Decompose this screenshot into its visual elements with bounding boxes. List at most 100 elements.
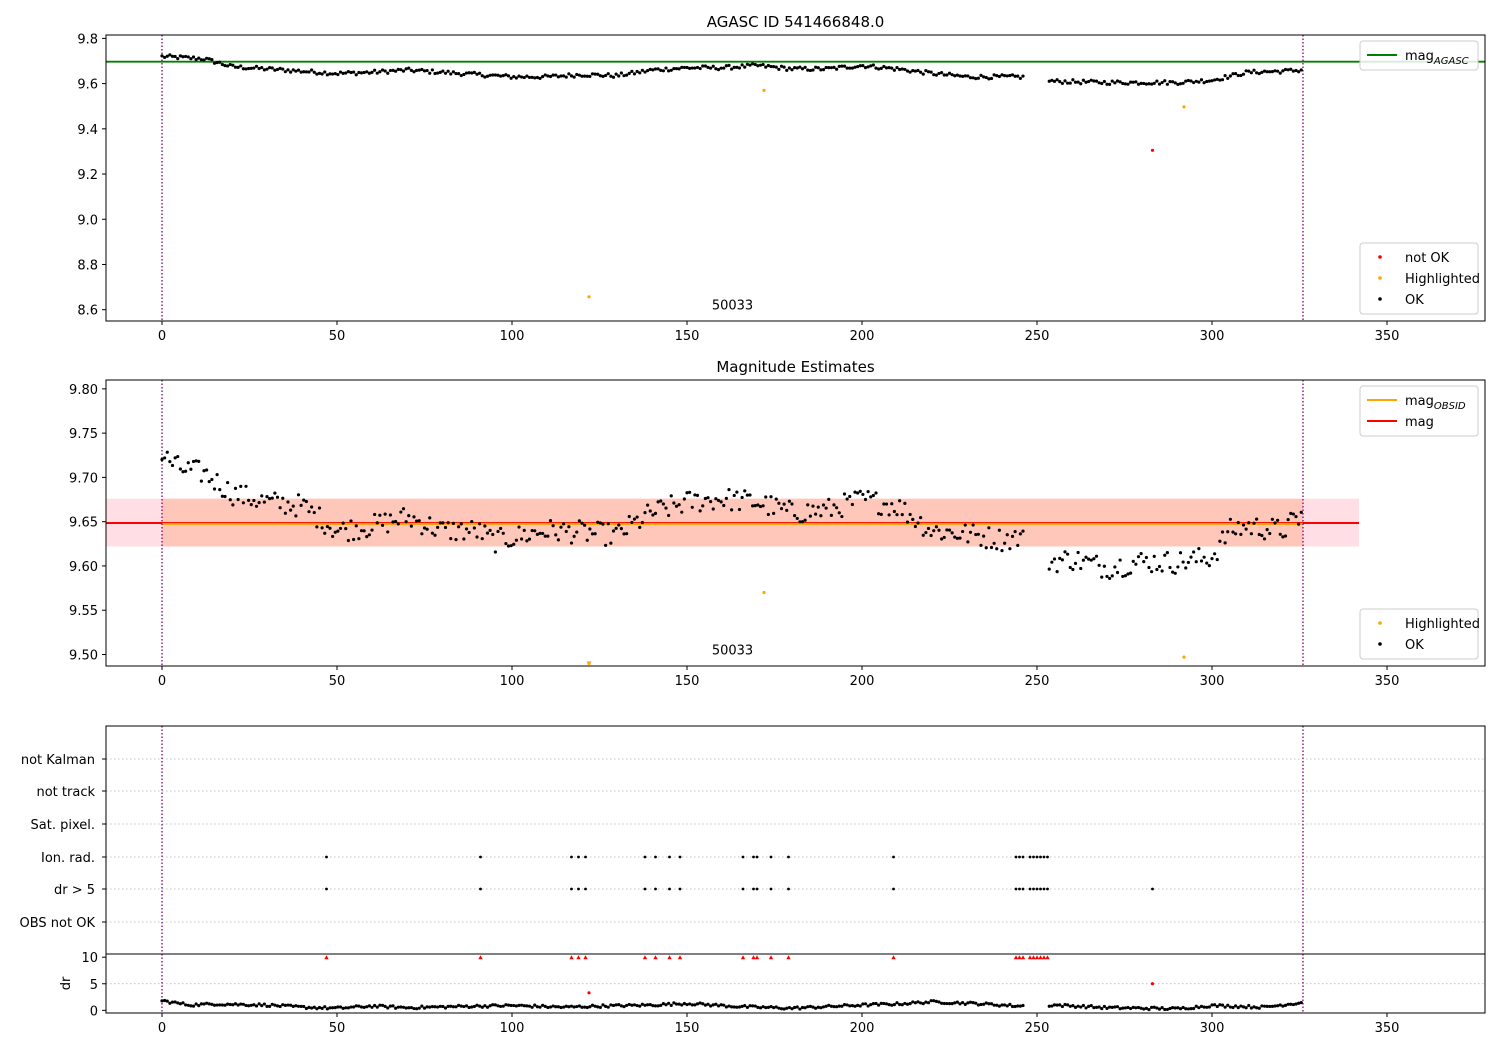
data-point bbox=[202, 469, 206, 473]
data-point bbox=[504, 73, 508, 77]
data-point bbox=[690, 1003, 694, 1007]
data-point bbox=[388, 1004, 392, 1008]
data-point bbox=[703, 1003, 707, 1007]
data-point bbox=[1197, 80, 1201, 84]
data-point bbox=[1289, 511, 1293, 515]
data-point bbox=[1050, 560, 1054, 564]
data-point bbox=[751, 1004, 755, 1008]
data-point bbox=[436, 525, 440, 529]
data-point bbox=[1268, 1004, 1272, 1009]
data-point bbox=[929, 533, 933, 538]
data-point bbox=[740, 1004, 744, 1008]
data-point bbox=[472, 1004, 476, 1009]
data-point bbox=[226, 480, 230, 485]
data-point bbox=[1244, 69, 1248, 73]
data-point bbox=[619, 71, 623, 75]
data-point bbox=[1160, 569, 1164, 573]
data-point bbox=[488, 73, 492, 77]
data-point bbox=[808, 68, 812, 73]
data-point bbox=[504, 1003, 508, 1007]
flag-point bbox=[752, 887, 755, 891]
data-point bbox=[1047, 567, 1051, 571]
data-point bbox=[601, 1003, 605, 1007]
data-point bbox=[564, 1004, 568, 1008]
data-point bbox=[1294, 514, 1298, 519]
series-not-ok bbox=[1150, 148, 1155, 152]
data-point bbox=[163, 55, 167, 60]
data-point bbox=[1236, 1006, 1240, 1010]
data-point bbox=[422, 1006, 427, 1010]
data-point bbox=[995, 547, 999, 551]
legend-frame bbox=[1359, 608, 1479, 660]
data-point bbox=[1087, 1004, 1091, 1009]
data-point bbox=[430, 531, 434, 535]
data-point bbox=[485, 1005, 490, 1009]
data-point bbox=[863, 66, 868, 70]
data-point bbox=[443, 525, 448, 530]
obsid-label: 50033 bbox=[712, 643, 753, 658]
data-point bbox=[858, 489, 862, 493]
data-point bbox=[984, 1001, 988, 1005]
data-point bbox=[866, 65, 870, 69]
data-point bbox=[478, 522, 482, 526]
data-point bbox=[598, 1005, 602, 1009]
data-point bbox=[693, 1003, 697, 1007]
data-point bbox=[1068, 565, 1072, 570]
data-point bbox=[362, 70, 366, 75]
data-point bbox=[722, 1003, 726, 1007]
data-point bbox=[800, 1005, 805, 1010]
data-point bbox=[890, 502, 894, 506]
data-point bbox=[795, 1005, 799, 1009]
data-point bbox=[176, 1001, 180, 1005]
data-point bbox=[863, 497, 868, 502]
data-point bbox=[1010, 534, 1015, 538]
data-point bbox=[821, 68, 826, 72]
data-point bbox=[533, 76, 537, 80]
data-point bbox=[1060, 558, 1064, 562]
data-point bbox=[632, 1003, 637, 1007]
data-point bbox=[1081, 78, 1085, 82]
legend-label-subscript: OBSID bbox=[1434, 401, 1466, 412]
data-point bbox=[611, 1003, 616, 1008]
data-point bbox=[989, 1002, 994, 1006]
data-point bbox=[354, 73, 358, 77]
data-point bbox=[1129, 80, 1133, 84]
data-point bbox=[562, 1005, 566, 1009]
data-point bbox=[404, 67, 408, 71]
data-point bbox=[803, 65, 807, 69]
dr-clipped-marker bbox=[1013, 955, 1019, 960]
flag-point bbox=[755, 887, 759, 891]
data-point bbox=[283, 1003, 287, 1007]
data-point bbox=[354, 1004, 358, 1008]
data-point bbox=[997, 74, 1001, 79]
data-point bbox=[438, 1004, 442, 1008]
data-point bbox=[732, 493, 736, 498]
data-point bbox=[892, 1003, 896, 1007]
data-point bbox=[737, 66, 742, 70]
data-point bbox=[877, 1003, 881, 1007]
data-point bbox=[1068, 81, 1072, 85]
data-point bbox=[905, 520, 910, 524]
flag-point bbox=[479, 887, 482, 891]
data-point bbox=[317, 506, 322, 510]
data-point bbox=[459, 73, 463, 78]
data-point bbox=[176, 454, 180, 459]
data-point bbox=[971, 76, 975, 80]
data-point bbox=[685, 491, 689, 495]
data-point bbox=[966, 74, 970, 78]
data-point bbox=[779, 1007, 784, 1011]
data-point bbox=[1165, 551, 1169, 555]
data-point bbox=[905, 69, 910, 73]
data-point bbox=[1131, 1005, 1135, 1009]
data-point bbox=[1047, 1004, 1051, 1008]
data-point bbox=[197, 1004, 201, 1008]
data-point bbox=[207, 57, 211, 61]
data-point bbox=[640, 68, 644, 72]
data-point bbox=[625, 1003, 629, 1008]
data-point bbox=[218, 488, 222, 492]
data-point bbox=[283, 511, 287, 515]
data-point bbox=[420, 532, 424, 536]
data-point bbox=[514, 538, 518, 542]
data-point bbox=[346, 70, 350, 74]
data-point bbox=[1047, 79, 1051, 83]
